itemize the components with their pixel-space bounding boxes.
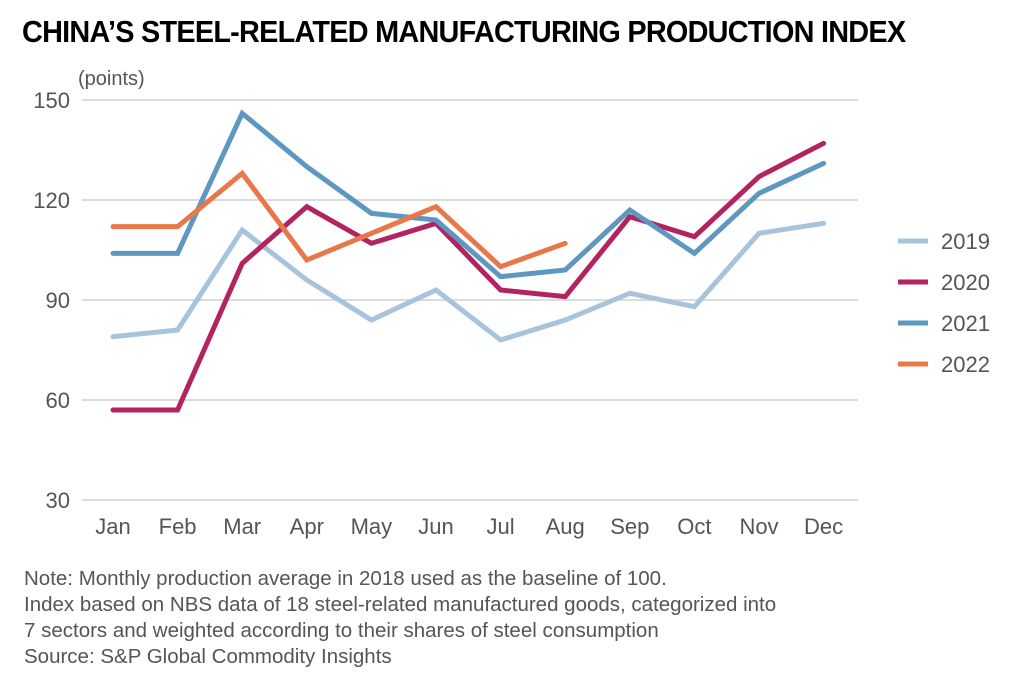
- series-line-2022: [110, 169, 568, 270]
- x-tick-label: Nov: [739, 514, 778, 539]
- note-line: Index based on NBS data of 18 steel-rela…: [24, 593, 777, 616]
- series-line-2021: [110, 109, 827, 280]
- y-tick-label: 90: [46, 288, 70, 313]
- legend-label: 2022: [941, 352, 990, 377]
- y-tick-label: 30: [46, 488, 70, 513]
- chart-notes: Note: Monthly production average in 2018…: [24, 566, 776, 670]
- x-tick-label: Oct: [677, 514, 711, 539]
- x-tick-label: May: [351, 514, 393, 539]
- y-tick-labels: 150 120 90 60 30: [33, 88, 70, 513]
- x-tick-label: Jan: [95, 514, 130, 539]
- legend-label: 2020: [941, 270, 990, 295]
- legend-label: 2019: [941, 229, 990, 254]
- x-tick-label: Aug: [546, 514, 585, 539]
- line-chart: (points) 150 120 90 60 30 Jan Feb Mar Apr May Jun…: [33, 68, 990, 539]
- y-axis-label: (points): [78, 68, 145, 90]
- series-line-2019: [110, 220, 827, 343]
- chart-title: CHINA’S STEEL-RELATED MANUFACTURING PROD…: [22, 14, 906, 49]
- y-tick-label: 150: [33, 88, 70, 113]
- legend: 2019 2020 2021 2022: [898, 229, 990, 377]
- x-tick-label: Jun: [418, 514, 453, 539]
- source-line: Source: S&P Global Commodity Insights: [24, 645, 392, 668]
- note-line: 7 sectors and weighted according to thei…: [24, 619, 659, 642]
- series-line-2020: [110, 140, 827, 413]
- x-tick-label: Dec: [804, 514, 843, 539]
- x-tick-label: Apr: [290, 514, 324, 539]
- x-tick-label: Feb: [159, 514, 197, 539]
- y-tick-label: 120: [33, 188, 70, 213]
- x-tick-label: Sep: [610, 514, 649, 539]
- legend-label: 2021: [941, 311, 990, 336]
- x-tick-labels: Jan Feb Mar Apr May Jun Jul Aug Sep Oct Nov Dec: [95, 514, 843, 539]
- y-tick-label: 60: [46, 388, 70, 413]
- note-line: Note: Monthly production average in 2018…: [24, 567, 667, 590]
- x-tick-label: Jul: [487, 514, 515, 539]
- series-lines: [110, 109, 827, 413]
- x-tick-label: Mar: [223, 514, 261, 539]
